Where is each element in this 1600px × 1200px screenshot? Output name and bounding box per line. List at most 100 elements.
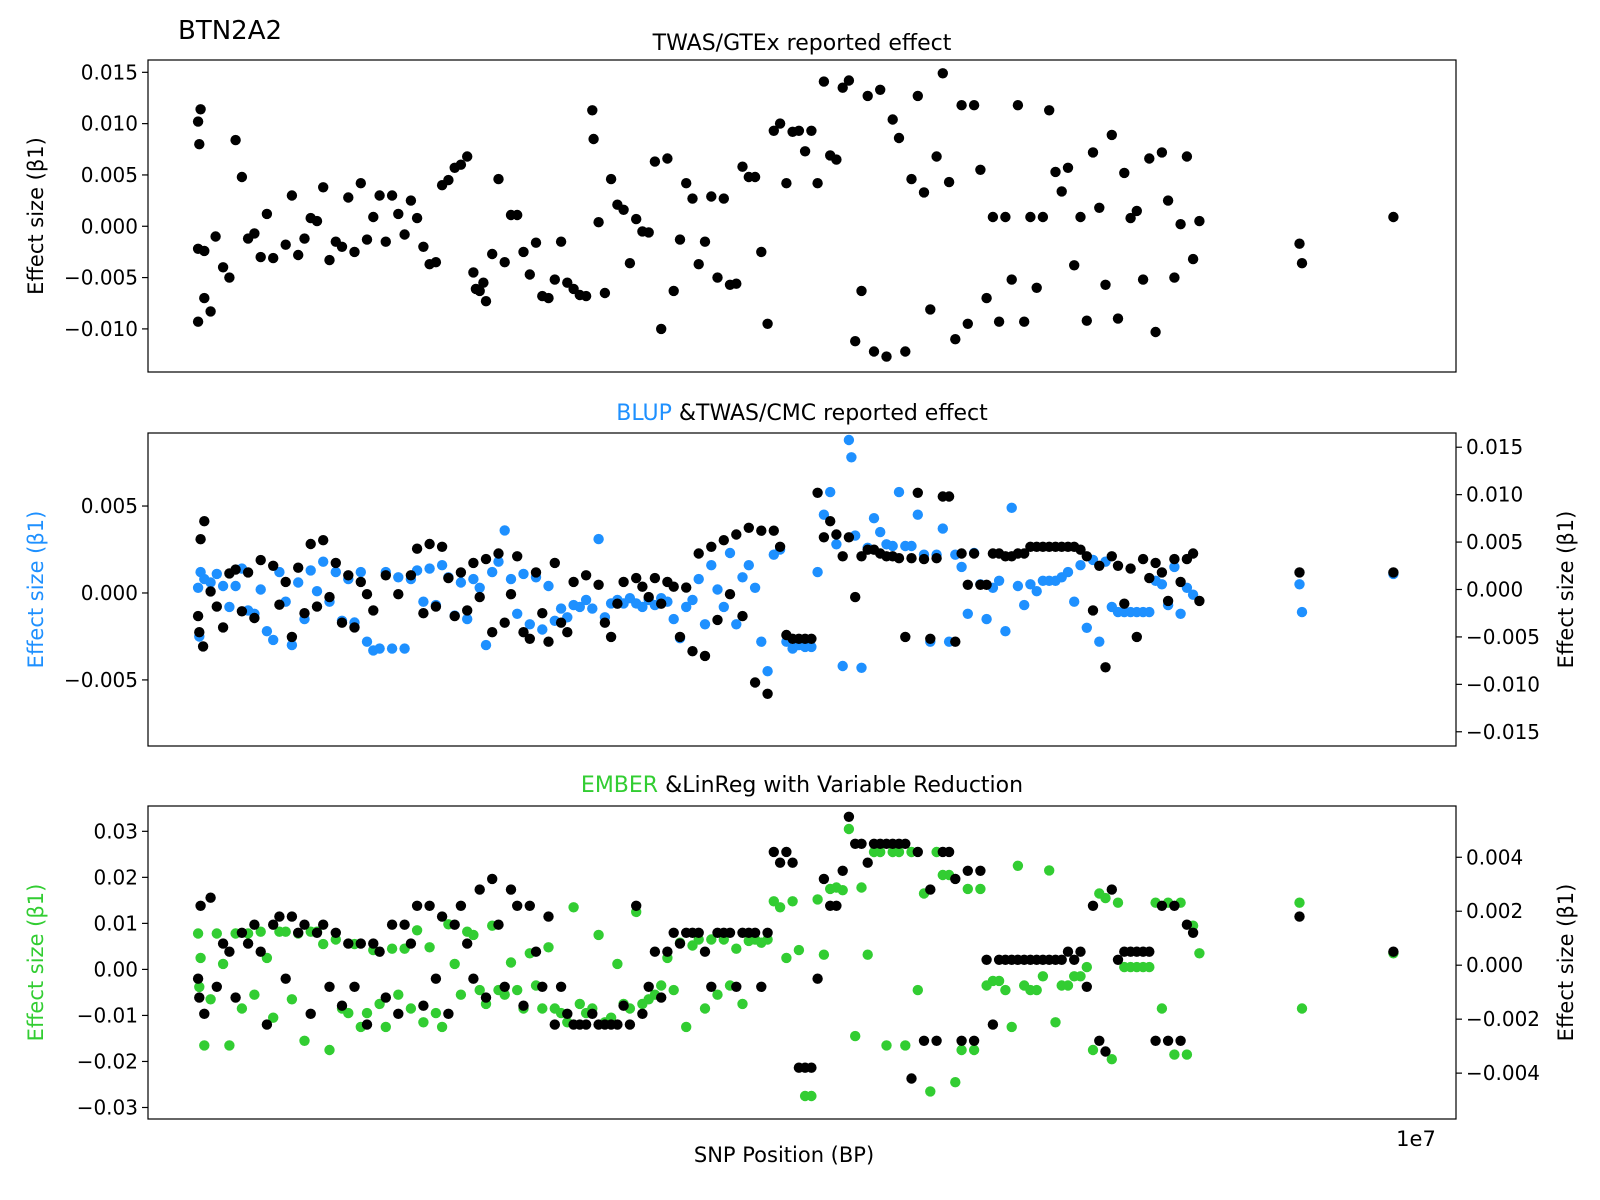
data-point <box>505 573 517 585</box>
data-point <box>806 1090 817 1102</box>
data-point <box>749 927 761 938</box>
data-point <box>1144 572 1155 584</box>
data-point <box>1037 971 1049 982</box>
data-point <box>1169 272 1180 283</box>
data-point <box>324 591 335 603</box>
data-point <box>224 946 235 957</box>
y-tick-label: 0.005 <box>81 494 138 518</box>
data-point <box>931 1035 942 1047</box>
data-point <box>224 272 235 283</box>
data-point <box>987 211 999 223</box>
data-point <box>968 1035 980 1047</box>
data-point <box>1062 946 1074 957</box>
plot-frame <box>147 59 1457 373</box>
data-point <box>1081 551 1093 562</box>
data-point <box>343 570 354 581</box>
data-point <box>224 601 235 613</box>
data-point <box>493 919 504 930</box>
data-point <box>1031 586 1042 597</box>
data-point <box>681 1021 692 1033</box>
data-point <box>380 992 391 1003</box>
data-point <box>693 548 704 559</box>
data-point <box>230 580 241 592</box>
data-point <box>643 981 654 992</box>
data-point <box>1119 167 1130 179</box>
data-point <box>1000 211 1011 223</box>
data-point <box>918 1035 930 1047</box>
data-point <box>893 846 905 858</box>
data-point <box>405 938 417 949</box>
data-point <box>756 525 767 536</box>
data-point <box>330 927 341 938</box>
data-point <box>806 641 817 653</box>
data-point <box>393 208 404 220</box>
data-point <box>981 579 992 590</box>
data-point <box>912 509 923 520</box>
data-point <box>712 272 723 283</box>
data-point <box>812 566 823 578</box>
data-point <box>912 846 923 858</box>
data-point <box>318 182 329 193</box>
data-point <box>318 535 329 546</box>
data-point <box>499 257 510 268</box>
data-point <box>343 938 354 949</box>
data-point <box>311 927 323 938</box>
panel-title: EMBER &LinReg with Variable Reduction <box>581 773 1023 798</box>
data-point <box>305 565 316 576</box>
data-point <box>280 973 291 984</box>
data-point <box>418 608 429 619</box>
data-point <box>268 252 279 264</box>
data-point <box>756 246 767 258</box>
data-point <box>593 929 604 941</box>
data-point <box>681 178 692 189</box>
data-point <box>462 605 473 616</box>
data-point <box>411 212 423 224</box>
data-point <box>856 551 867 562</box>
data-point <box>868 513 880 524</box>
data-point <box>706 934 717 945</box>
data-point <box>956 1044 967 1056</box>
data-point <box>211 928 222 939</box>
data-point <box>1119 598 1130 609</box>
data-point <box>255 554 266 566</box>
data-point <box>195 104 206 115</box>
panel-title: BLUP &TWAS/CMC reported effect <box>616 401 988 426</box>
data-point <box>906 1073 917 1084</box>
data-point <box>793 944 805 956</box>
data-point <box>480 639 492 651</box>
data-point <box>587 603 598 614</box>
data-point <box>1106 884 1118 895</box>
data-point <box>1175 1035 1186 1047</box>
data-point <box>555 603 567 614</box>
y-tick-label: 0.015 <box>81 60 138 84</box>
data-point <box>468 267 479 278</box>
data-point <box>806 125 817 136</box>
data-point <box>912 984 923 996</box>
data-point <box>499 989 510 1000</box>
data-point <box>211 981 222 992</box>
data-point <box>455 577 467 588</box>
data-point <box>505 884 517 895</box>
data-point <box>605 631 617 643</box>
data-point <box>1181 1049 1193 1060</box>
y-right-tick-label: −0.005 <box>1466 625 1540 649</box>
data-point <box>731 981 742 992</box>
data-point <box>192 973 204 984</box>
data-point <box>568 902 579 913</box>
data-point <box>380 236 391 247</box>
data-point <box>850 1030 861 1042</box>
data-point <box>787 857 798 868</box>
data-point <box>530 237 542 248</box>
data-point <box>380 570 391 581</box>
data-point <box>831 529 842 540</box>
data-point <box>856 882 867 893</box>
data-point <box>618 576 629 588</box>
data-point <box>1087 900 1099 911</box>
data-point <box>1112 313 1124 324</box>
data-point <box>1144 606 1155 618</box>
data-point <box>230 564 241 575</box>
data-point <box>268 1012 279 1023</box>
data-point <box>843 532 855 543</box>
data-point <box>205 577 216 588</box>
data-point <box>411 543 423 554</box>
